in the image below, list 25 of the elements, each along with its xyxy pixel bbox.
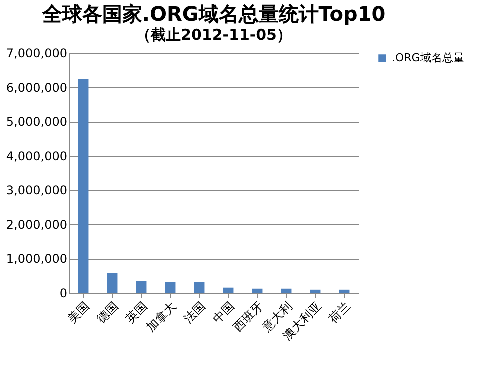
x-tick-label: 荷兰: [326, 299, 353, 326]
bar: [78, 79, 89, 293]
y-tick-label: 7,000,000: [6, 46, 68, 60]
bar: [281, 288, 292, 293]
legend-label: .ORG域名总量: [392, 52, 464, 64]
bar: [339, 290, 350, 293]
chart-subtitle: （截止2012-11-05）: [136, 26, 292, 44]
y-tick-label: 4,000,000: [6, 149, 68, 164]
y-tick-label: 1,000,000: [6, 252, 68, 266]
x-tick-label: 德国: [94, 299, 121, 326]
x-tick-label: 美国: [65, 299, 92, 326]
chart-title: 全球各国家.ORG域名总量统计Top10: [41, 2, 386, 26]
y-tick-label: 5,000,000: [6, 115, 68, 130]
y-tick-label: 2,000,000: [6, 218, 68, 232]
bar: [223, 288, 234, 293]
bar: [194, 282, 205, 293]
bar: [107, 273, 118, 293]
y-tick-label: 3,000,000: [6, 184, 68, 198]
bar: [252, 288, 263, 293]
bar: [165, 282, 176, 293]
bar: [136, 281, 147, 293]
y-tick-label: 6,000,000: [6, 80, 68, 95]
y-tick-label: 0: [60, 286, 68, 300]
bar: [310, 290, 321, 293]
x-tick-label: 法国: [181, 299, 208, 326]
